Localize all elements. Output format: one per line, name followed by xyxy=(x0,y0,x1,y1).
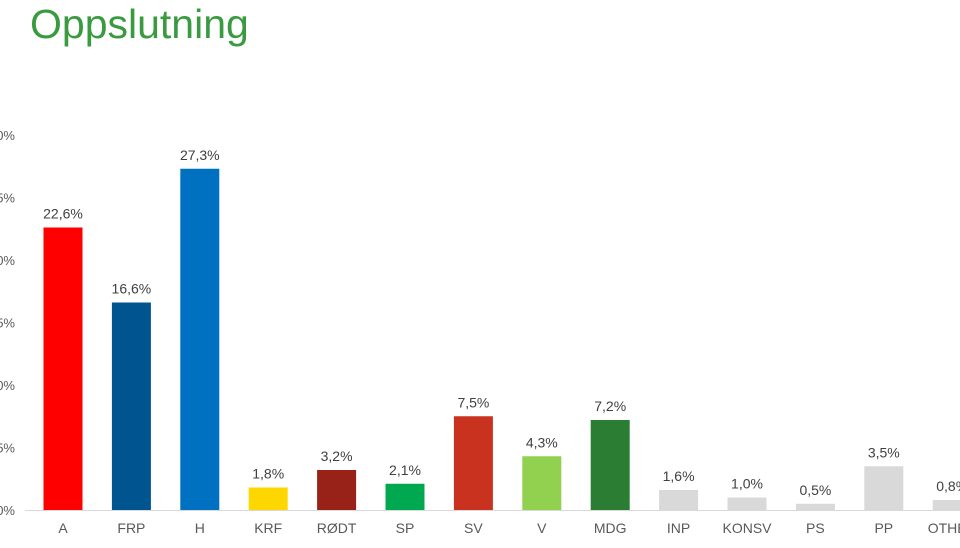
y-tick-label: 5% xyxy=(0,441,15,456)
data-label: 22,6% xyxy=(43,206,83,222)
category-label: KRF xyxy=(254,520,282,536)
category-label: PP xyxy=(874,520,893,536)
data-labels: 22,6% 16,6% 27,3% 1,8% 3,2% 2,1% 7,5% 4,3% 7,2% 1… xyxy=(43,147,960,498)
category-labels: A FRP H KRF RØDT SP SV V MDG INP KONSV PS PP OTHER xyxy=(58,520,960,536)
data-label: 2,1% xyxy=(389,462,421,478)
bar-ps xyxy=(795,503,835,510)
category-label: FRP xyxy=(117,520,145,536)
category-label: RØDT xyxy=(317,520,357,536)
category-label: PS xyxy=(806,520,825,536)
y-tick-label: 0% xyxy=(0,503,15,518)
page-title: Oppslutning xyxy=(30,1,249,47)
data-label: 0,5% xyxy=(799,482,831,498)
data-label: 1,6% xyxy=(663,468,695,484)
data-label: 0,8% xyxy=(936,478,960,494)
data-label: 16,6% xyxy=(112,281,152,297)
bar-mdg xyxy=(590,420,630,510)
data-label: 3,5% xyxy=(868,444,900,460)
data-label: 1,8% xyxy=(252,466,284,482)
category-label: SV xyxy=(464,520,483,536)
bar-sp xyxy=(385,483,425,510)
data-label: 27,3% xyxy=(180,147,220,163)
bar-a xyxy=(43,227,83,510)
bar-frp xyxy=(111,302,151,510)
y-tick-label: 15% xyxy=(0,316,15,331)
bar-other xyxy=(932,500,960,510)
bar-konsv xyxy=(727,497,767,510)
bars xyxy=(43,168,960,510)
y-tick-label: 25% xyxy=(0,191,15,206)
bar-h xyxy=(180,168,220,510)
data-label: 3,2% xyxy=(321,448,353,464)
bar-pp xyxy=(864,466,904,510)
bar-v xyxy=(522,456,562,510)
data-label: 7,2% xyxy=(594,398,626,414)
category-label: H xyxy=(195,520,205,536)
y-tick-label: 10% xyxy=(0,378,15,393)
category-label: INP xyxy=(667,520,690,536)
category-label: MDG xyxy=(594,520,627,536)
y-axis-ticks: 0% 5% 10% 15% 20% 25% 30% xyxy=(0,128,15,518)
data-label: 7,5% xyxy=(457,394,489,410)
bar-rødt xyxy=(317,470,357,510)
y-tick-label: 30% xyxy=(0,128,15,143)
category-label: KONSV xyxy=(722,520,772,536)
category-label: V xyxy=(537,520,547,536)
category-label: A xyxy=(58,520,68,536)
category-label: SP xyxy=(396,520,415,536)
data-label: 1,0% xyxy=(731,476,763,492)
bar-sv xyxy=(453,416,493,510)
data-label: 4,3% xyxy=(526,434,558,450)
category-label: OTHER xyxy=(928,520,960,536)
bar-inp xyxy=(659,490,699,510)
bar-krf xyxy=(248,487,288,510)
y-tick-label: 20% xyxy=(0,253,15,268)
